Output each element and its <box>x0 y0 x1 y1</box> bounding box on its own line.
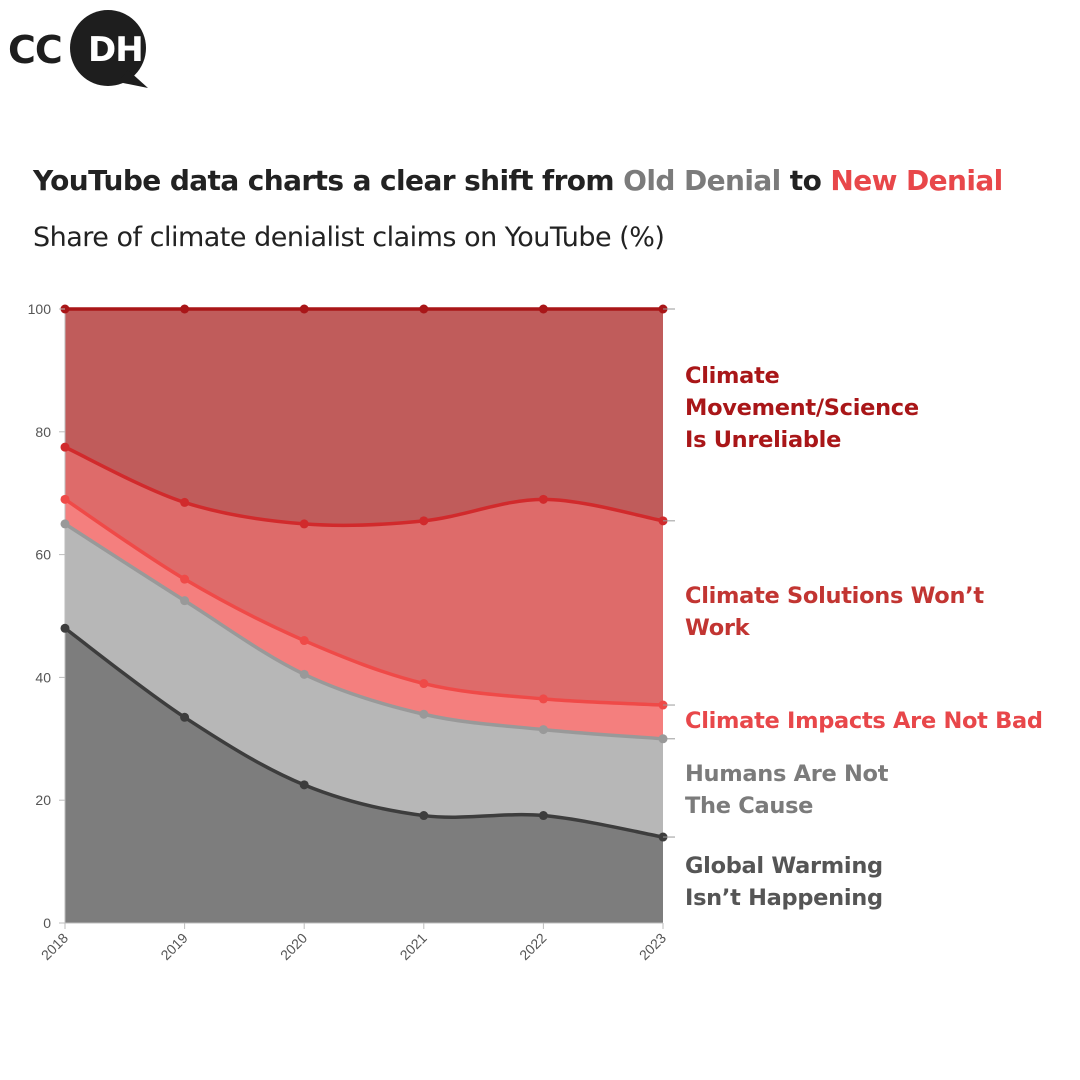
series-label-line: Climate <box>685 363 780 389</box>
title-mid: to <box>789 164 822 197</box>
y-tick-label-40: 40 <box>35 669 51 685</box>
series-label-3: Climate Solutions Won’t Work <box>685 583 984 641</box>
series-label-line: Movement/Science <box>685 395 919 421</box>
series-label-line: Global Warming <box>685 853 883 879</box>
data-point-3-2018 <box>60 442 70 452</box>
y-tick-label-0: 0 <box>43 915 51 931</box>
series-line-0 <box>63 626 664 839</box>
x-tick-label-2020: 2020 <box>277 930 310 963</box>
data-point-0-2021 <box>419 811 429 821</box>
y-tick-label-20: 20 <box>35 792 51 808</box>
series-label-line: The Cause <box>685 793 813 819</box>
y-tick-label-60: 60 <box>35 547 51 563</box>
data-point-4-2021 <box>419 304 429 314</box>
data-point-3-2019 <box>180 497 190 507</box>
data-point-1-2021 <box>419 709 429 719</box>
title-prefix: YouTube data charts a clear shift from <box>33 164 615 197</box>
data-point-2-2020 <box>299 636 309 646</box>
series-line-2 <box>64 497 664 707</box>
series-label-line: Work <box>685 615 751 641</box>
series-label-line: Humans Are Not <box>685 761 889 787</box>
data-point-2-2019 <box>180 574 190 584</box>
data-point-1-2019 <box>180 596 190 606</box>
series-label-line: Isn’t Happening <box>685 885 883 911</box>
data-point-4-2020 <box>299 304 309 314</box>
area-band-0 <box>65 628 663 923</box>
area-band-1 <box>65 523 663 838</box>
x-tick-label-2018: 2018 <box>38 930 71 963</box>
speech-bubble-icon <box>70 10 148 88</box>
series-label-2: Climate Impacts Are Not Bad <box>685 708 1043 734</box>
y-tick-label-80: 80 <box>35 424 51 440</box>
data-point-2-2021 <box>419 679 429 689</box>
series-label-0: Global Warming Isn’t Happening <box>685 853 883 911</box>
chart-subtitle: Share of climate denialist claims on You… <box>33 222 665 253</box>
title-old-denial: Old Denial <box>623 164 781 197</box>
data-point-1-2018 <box>60 519 70 529</box>
logo-cc-text: CC <box>8 28 63 72</box>
series-label-4: Climate Movement/Science Is Unreliable <box>685 363 919 453</box>
ccdh-logo: CC DH <box>8 10 148 90</box>
x-tick-label-2022: 2022 <box>516 930 549 963</box>
data-point-2-2022 <box>538 694 548 704</box>
data-point-1-2020 <box>299 669 309 679</box>
area-band-4 <box>65 309 663 526</box>
series-line-3 <box>64 445 664 528</box>
series-label-line: Is Unreliable <box>685 427 841 453</box>
x-tick-label-2023: 2023 <box>636 930 669 963</box>
data-point-4-2019 <box>180 304 190 314</box>
y-tick-label-100: 100 <box>28 301 52 317</box>
data-point-0-2018 <box>60 623 70 633</box>
data-point-1-2022 <box>538 725 548 735</box>
series-label-1: Humans Are Not The Cause <box>685 761 889 819</box>
data-point-0-2022 <box>538 811 548 821</box>
x-tick-label-2021: 2021 <box>397 930 430 963</box>
logo-dh-text: DH <box>88 30 144 70</box>
series-line-1 <box>64 522 664 741</box>
chart-title: YouTube data charts a clear shift from O… <box>33 164 1003 197</box>
title-new-denial: New Denial <box>830 164 1003 197</box>
data-point-2-2018 <box>60 494 70 504</box>
series-label-line: Climate Solutions Won’t <box>685 583 984 609</box>
data-point-3-2021 <box>419 516 429 526</box>
data-point-4-2022 <box>538 304 548 314</box>
x-tick-label-2019: 2019 <box>157 930 190 963</box>
data-point-0-2020 <box>299 780 309 790</box>
series-label-line: Climate Impacts Are Not Bad <box>685 708 1043 734</box>
data-point-0-2019 <box>180 712 190 722</box>
data-point-3-2020 <box>299 519 309 529</box>
area-band-2 <box>65 499 663 739</box>
data-point-3-2022 <box>538 494 548 504</box>
